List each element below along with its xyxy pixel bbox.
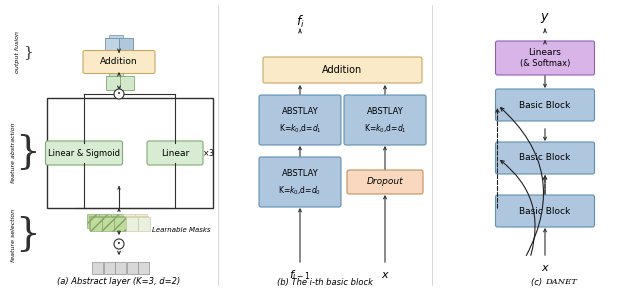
Text: $\times$3: $\times$3 — [202, 148, 214, 159]
FancyBboxPatch shape — [45, 141, 122, 165]
Text: Addition: Addition — [323, 65, 363, 75]
Text: ABSTLAY: ABSTLAY — [282, 169, 318, 178]
Text: }: } — [15, 217, 40, 253]
Bar — [126, 217, 138, 231]
Text: (& Softmax): (& Softmax) — [520, 59, 570, 68]
Text: Linears: Linears — [529, 48, 561, 57]
Bar — [109, 35, 123, 49]
Text: (c): (c) — [531, 278, 545, 287]
Text: K=$k_0$,d=$d_1$: K=$k_0$,d=$d_1$ — [364, 122, 406, 135]
Text: •: • — [117, 241, 121, 247]
Text: DANET: DANET — [545, 278, 577, 286]
Bar — [104, 262, 115, 274]
Bar — [47, 98, 213, 208]
Text: feature abstraction: feature abstraction — [12, 123, 17, 183]
FancyBboxPatch shape — [259, 95, 341, 145]
Bar — [123, 214, 134, 228]
Text: feature selection: feature selection — [12, 209, 17, 262]
Bar — [113, 215, 124, 229]
FancyBboxPatch shape — [259, 157, 341, 207]
Bar — [120, 76, 134, 90]
Bar — [111, 214, 122, 228]
Circle shape — [114, 89, 124, 99]
Bar — [125, 215, 136, 229]
FancyBboxPatch shape — [344, 95, 426, 145]
Bar — [92, 262, 103, 274]
FancyBboxPatch shape — [263, 57, 422, 83]
Text: }: } — [15, 135, 40, 171]
Text: }: } — [23, 45, 33, 59]
Bar — [138, 262, 149, 274]
Text: ABSTLAY: ABSTLAY — [282, 107, 318, 116]
Text: Learnable Masks: Learnable Masks — [152, 227, 211, 233]
Text: (a) Abstract layer (K=3, d=2): (a) Abstract layer (K=3, d=2) — [58, 278, 180, 287]
Bar — [100, 215, 112, 229]
Text: Linear & Sigmoid: Linear & Sigmoid — [48, 148, 120, 157]
Bar — [135, 214, 147, 228]
Bar — [119, 38, 133, 52]
Bar — [90, 217, 102, 231]
FancyBboxPatch shape — [495, 142, 595, 174]
Text: output fusion: output fusion — [15, 31, 20, 73]
FancyBboxPatch shape — [147, 141, 203, 165]
Bar — [114, 217, 125, 231]
FancyBboxPatch shape — [495, 195, 595, 227]
FancyBboxPatch shape — [347, 170, 423, 194]
Bar — [106, 76, 120, 90]
Text: •: • — [117, 91, 121, 97]
Text: (b) The i-th basic block: (b) The i-th basic block — [277, 278, 373, 287]
Text: Basic Block: Basic Block — [520, 153, 571, 162]
Bar — [87, 214, 99, 228]
FancyBboxPatch shape — [495, 89, 595, 121]
Text: Basic Block: Basic Block — [520, 101, 571, 110]
Bar — [88, 215, 100, 229]
Circle shape — [114, 239, 124, 249]
Bar — [115, 262, 126, 274]
Text: K=$k_0$,d=$d_0$: K=$k_0$,d=$d_0$ — [278, 184, 321, 197]
Bar — [99, 214, 111, 228]
Bar — [102, 217, 113, 231]
Bar — [136, 215, 148, 229]
Text: Dropout: Dropout — [367, 177, 403, 186]
Text: $f_i$: $f_i$ — [296, 14, 305, 30]
Text: ABSTLAY: ABSTLAY — [367, 107, 403, 116]
Text: $y$: $y$ — [540, 11, 550, 25]
FancyBboxPatch shape — [495, 41, 595, 75]
Text: $x$: $x$ — [541, 263, 550, 273]
Text: $x$: $x$ — [381, 270, 390, 280]
Text: Addition: Addition — [100, 57, 138, 66]
Text: $f_{i-1}$: $f_{i-1}$ — [289, 268, 311, 282]
Text: Linear: Linear — [161, 148, 189, 157]
Bar — [138, 217, 150, 231]
Text: Basic Block: Basic Block — [520, 206, 571, 215]
FancyBboxPatch shape — [83, 50, 155, 73]
Text: K=$k_0$,d=$d_1$: K=$k_0$,d=$d_1$ — [278, 122, 321, 135]
Bar — [105, 38, 119, 52]
Bar — [127, 262, 138, 274]
Bar — [109, 73, 123, 87]
